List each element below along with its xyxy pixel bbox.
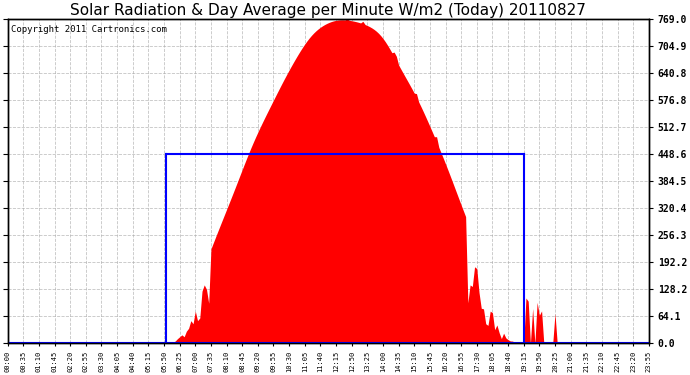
Title: Solar Radiation & Day Average per Minute W/m2 (Today) 20110827: Solar Radiation & Day Average per Minute… [70, 3, 586, 18]
Text: Copyright 2011 Cartronics.com: Copyright 2011 Cartronics.com [11, 26, 167, 34]
